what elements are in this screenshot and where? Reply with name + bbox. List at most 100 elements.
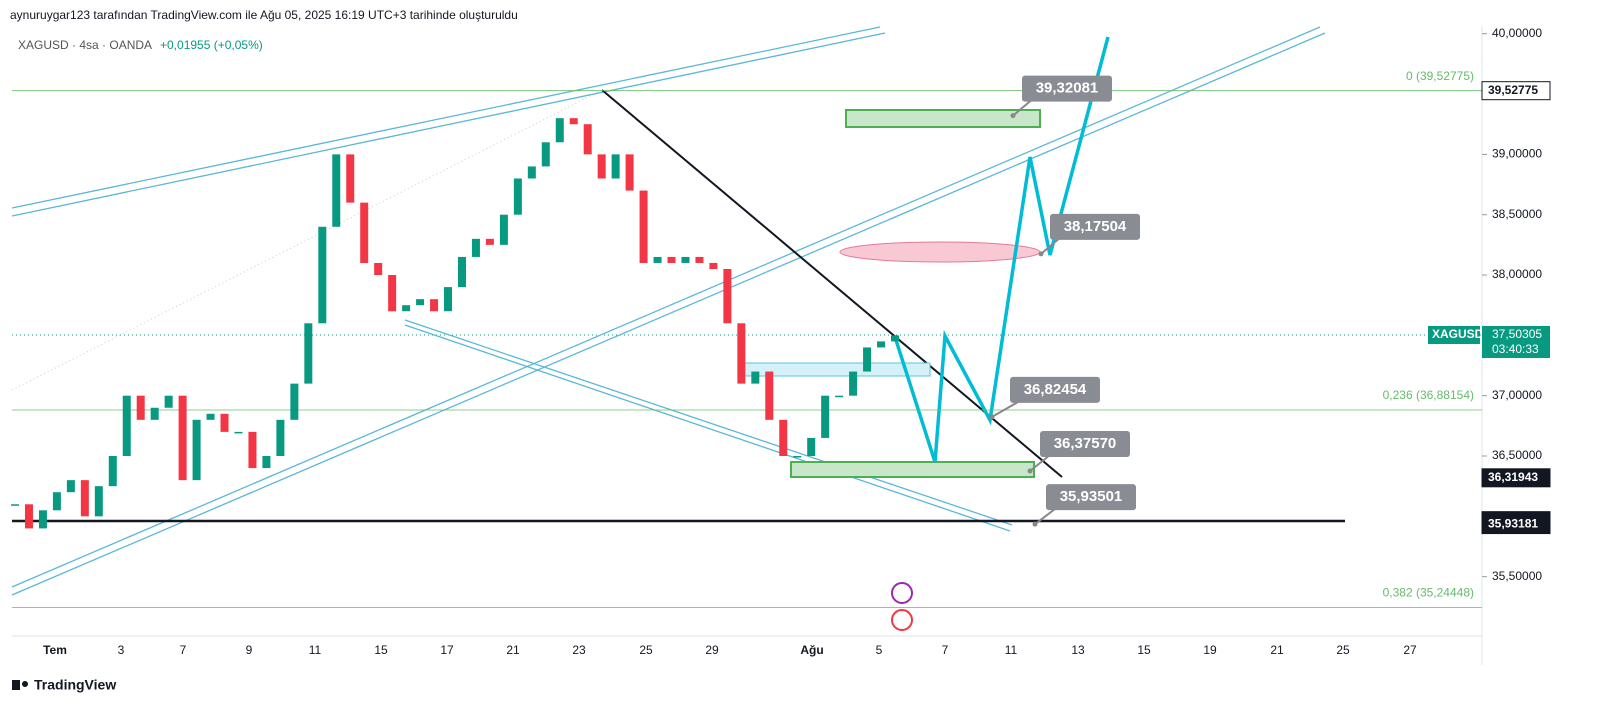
y-tick-label: 37,00000	[1492, 388, 1542, 402]
candle	[765, 371, 774, 420]
candle	[779, 419, 788, 457]
candle	[695, 256, 704, 263]
candle	[555, 118, 564, 143]
candle	[248, 431, 257, 469]
countdown: 03:40:33	[1492, 342, 1539, 356]
candle	[150, 407, 159, 420]
callout-anchor	[1038, 251, 1044, 257]
x-tick-label: 11	[1005, 643, 1018, 657]
last-price-label: 37,50305	[1492, 327, 1542, 341]
y-tick-label: 39,00000	[1492, 147, 1542, 161]
candle	[681, 256, 690, 263]
channel	[11, 26, 1326, 596]
candle	[332, 154, 341, 227]
zone	[839, 241, 1041, 263]
event-icon	[891, 582, 913, 604]
candle	[639, 190, 648, 263]
zone	[845, 109, 1041, 128]
candle	[667, 256, 676, 263]
candle	[611, 154, 620, 179]
callout-pointer	[1034, 507, 1057, 525]
candle	[178, 395, 187, 481]
price-tag-label: 35,93181	[1488, 517, 1538, 531]
x-tick-label: 15	[374, 643, 388, 657]
candle	[24, 504, 33, 529]
callout-pointer	[1012, 98, 1033, 117]
candle	[206, 413, 215, 420]
candle	[136, 395, 145, 420]
candle	[471, 238, 480, 257]
x-tick-label: 9	[246, 643, 253, 657]
x-tick-label: 19	[1203, 643, 1217, 657]
fib-label: 0 (39,52775)	[1406, 69, 1474, 83]
candle	[318, 226, 327, 324]
candle	[444, 287, 453, 312]
price-tag-label: 36,31943	[1488, 470, 1538, 484]
callout-pointer	[1029, 454, 1051, 472]
candle	[416, 299, 425, 306]
candle	[220, 413, 229, 432]
price-tag	[1481, 515, 1551, 535]
zone	[790, 461, 1035, 478]
candle	[457, 256, 466, 288]
callout-box	[1022, 75, 1112, 102]
candle	[653, 256, 662, 263]
x-tick-label: 17	[440, 643, 454, 657]
symbol-tag-label: XAGUSD	[1432, 327, 1484, 341]
event-icon	[891, 609, 913, 631]
plot	[11, 26, 1482, 631]
y-tick-label: 36,50000	[1492, 448, 1542, 462]
price-tag	[1481, 468, 1551, 488]
candle	[723, 268, 732, 324]
callout-box	[1040, 431, 1130, 458]
candle	[402, 305, 411, 312]
candle	[80, 480, 89, 517]
candle	[877, 341, 886, 348]
candle	[430, 299, 439, 312]
brand: TradingView	[34, 677, 116, 693]
candle	[793, 456, 802, 458]
callout-anchor	[1027, 468, 1033, 474]
candle	[891, 335, 899, 342]
candle	[11, 504, 19, 506]
x-tick-label: 25	[639, 643, 653, 657]
candle	[513, 178, 522, 215]
callout-box	[1010, 376, 1100, 403]
x-tick-label: 29	[705, 643, 719, 657]
candle	[709, 262, 718, 269]
y-tick-label: 40,00000	[1492, 26, 1542, 40]
callout-anchor	[1010, 113, 1016, 119]
fib-label: 0,236 (36,88154)	[1383, 388, 1474, 402]
candle	[192, 419, 201, 481]
x-tick-label: Tem	[43, 643, 67, 657]
candle	[807, 437, 816, 457]
candle	[388, 275, 397, 312]
candle	[290, 383, 299, 420]
candle	[304, 323, 313, 384]
symbol: XAGUSD · 4sa · OANDA	[18, 38, 152, 52]
candle	[374, 262, 383, 276]
x-tick-label: 27	[1403, 643, 1417, 657]
last-price-tag	[1482, 325, 1550, 358]
candle	[541, 142, 550, 167]
callout-pointer	[1040, 237, 1061, 255]
x-tick-label: 21	[506, 643, 520, 657]
candle	[164, 395, 173, 408]
candle	[499, 214, 508, 245]
callout-box	[1050, 213, 1140, 240]
fib-label: 0,382 (35,24448)	[1383, 586, 1474, 600]
callout-label: 36,37570	[1054, 435, 1117, 452]
callout-anchor	[1032, 521, 1038, 527]
change: +0,01955 (+0,05%)	[160, 38, 263, 52]
symbol-tag	[1428, 325, 1480, 344]
callout-label: 38,17504	[1064, 218, 1127, 235]
callout-label: 35,93501	[1060, 488, 1123, 505]
candle	[485, 238, 494, 245]
callout-label: 36,82454	[1024, 381, 1087, 398]
candle	[583, 124, 592, 155]
candle	[108, 456, 117, 487]
x-tick-label: 7	[180, 643, 187, 657]
candle	[276, 419, 285, 457]
